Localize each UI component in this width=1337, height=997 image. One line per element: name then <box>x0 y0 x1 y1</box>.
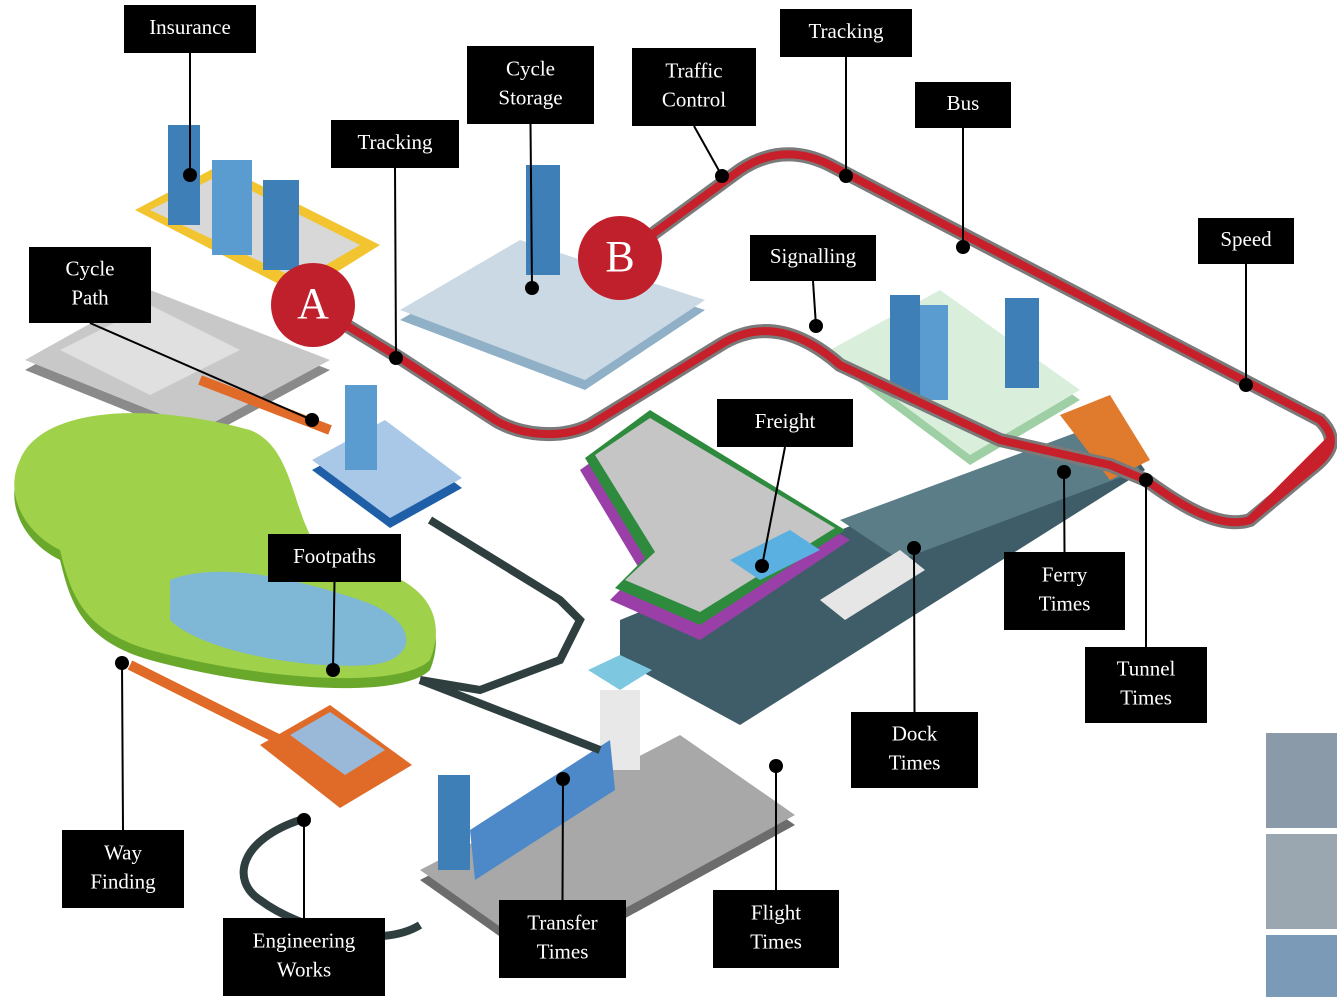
rail <box>420 520 600 750</box>
building <box>263 180 299 270</box>
route-marker-letter: A <box>297 279 329 328</box>
pointer-dot <box>326 663 340 677</box>
pointer-dot <box>715 169 729 183</box>
label-text: Speed <box>1220 227 1272 251</box>
pointer-line <box>395 168 396 358</box>
pointer-line <box>1064 472 1065 552</box>
label-text: Flight <box>751 900 801 924</box>
label-text: Times <box>1039 591 1091 615</box>
scenery <box>14 125 1337 997</box>
photo <box>1266 935 1337 997</box>
label-text: Storage <box>498 85 562 109</box>
label-text: Insurance <box>149 15 231 39</box>
label-text: Signalling <box>770 244 857 268</box>
route-marker-letter: B <box>605 232 634 281</box>
label-text: Tracking <box>808 19 884 43</box>
label-text: Ferry <box>1042 562 1088 586</box>
building <box>920 305 948 400</box>
label-text: Traffic <box>665 58 722 82</box>
pointer-dot <box>389 351 403 365</box>
pointer-dot <box>525 281 539 295</box>
label-text: Bus <box>947 91 980 115</box>
label-text: Times <box>537 939 589 963</box>
pointer-dot <box>956 240 970 254</box>
pointer-dot <box>305 413 319 427</box>
pointer-line <box>914 548 915 712</box>
label-text: Cycle <box>66 256 115 280</box>
building <box>212 160 252 255</box>
label-text: Times <box>889 750 941 774</box>
label-text: Way <box>104 840 142 864</box>
pointer-dot <box>297 813 311 827</box>
label-text: Control <box>662 87 726 111</box>
label-text: Tracking <box>357 130 433 154</box>
pointer-dot <box>809 319 823 333</box>
label-text: Transfer <box>527 910 597 934</box>
label-text: Tunnel <box>1117 656 1176 680</box>
pointer-dot <box>907 541 921 555</box>
building <box>1005 298 1039 388</box>
pointer-dot <box>1057 465 1071 479</box>
platform <box>312 420 462 518</box>
pointer-dot <box>183 168 197 182</box>
pointer-line <box>122 663 123 830</box>
building <box>890 295 920 395</box>
pointer-dot <box>839 169 853 183</box>
building <box>345 385 377 470</box>
label-text: Times <box>750 929 802 953</box>
label-text: Times <box>1120 685 1172 709</box>
pointer-dot <box>755 559 769 573</box>
pointer-dot <box>556 772 570 786</box>
track <box>1250 440 1330 520</box>
diagram: A B Insurance Cycle Storage Traffic Control Tr… <box>0 0 1337 997</box>
pointer-line <box>563 779 564 900</box>
label-text: Dock <box>892 721 938 745</box>
building <box>438 775 470 870</box>
photo <box>1266 733 1337 828</box>
pointer-line <box>694 126 722 176</box>
label-text: Path <box>71 285 109 309</box>
label-text: Engineering <box>253 928 356 952</box>
label-text: Finding <box>90 869 156 893</box>
label-text: Freight <box>755 409 816 433</box>
label-text: Footpaths <box>293 544 376 568</box>
pointer-dot <box>115 656 129 670</box>
label-text: Works <box>277 957 331 981</box>
pointer-dot <box>1139 473 1153 487</box>
photo <box>1266 834 1337 929</box>
pointer-dot <box>769 759 783 773</box>
label-text: Cycle <box>506 56 555 80</box>
pointer-dot <box>1239 378 1253 392</box>
